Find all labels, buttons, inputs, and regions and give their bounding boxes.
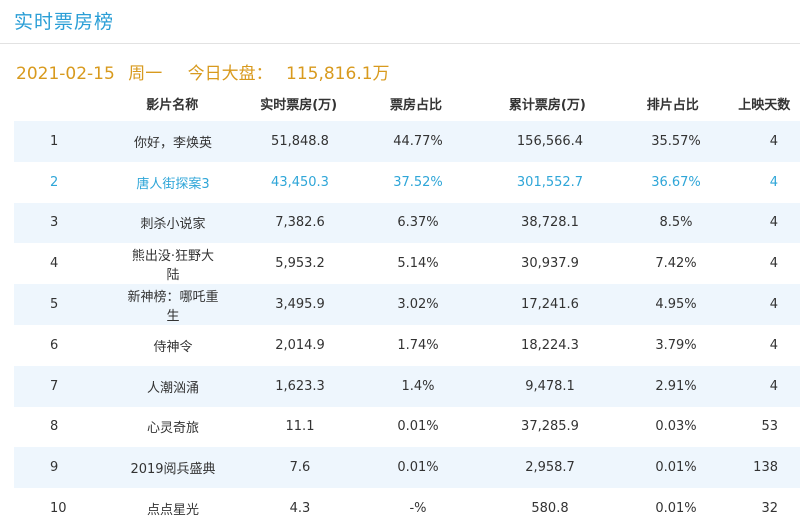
page-title: 实时票房榜 [14,11,115,33]
cell-movie-name[interactable]: 刺杀小说家 [140,217,206,233]
cell-rank: 2 [50,174,59,190]
table-row[interactable]: 6 侍神令 2,014.9 1.74% 18,224.3 3.79% 4 [14,325,800,366]
cell-days: 4 [769,215,778,231]
cell-rank: 6 [50,337,59,353]
cell-movie-name[interactable]: 2019阅兵盛典 [130,462,216,478]
table-row[interactable]: 8 心灵奇旅 11.1 0.01% 37,285.9 0.03% 53 [14,407,800,448]
cell-screening: 2.91% [655,378,697,394]
cell-screening: 3.79% [655,337,697,353]
table-row[interactable]: 10 点点星光 4.3 -% 580.8 0.01% 32 [14,488,800,528]
cell-share: 37.52% [393,174,443,190]
cell-cumulative: 301,552.7 [516,174,584,190]
cell-screening: 7.42% [655,256,697,272]
cell-share: 0.01% [397,419,439,435]
cell-rank: 5 [50,297,59,313]
table-row[interactable]: 1 你好，李焕英 51,848.8 44.77% 156,566.4 35.57… [14,121,800,162]
cell-days: 4 [769,337,778,353]
cell-screening: 0.03% [655,419,697,435]
summary-total-label: 今日大盘： [187,64,273,84]
cell-rank: 1 [50,133,59,149]
cell-screening: 4.95% [655,297,697,313]
cell-cumulative: 30,937.9 [521,256,579,272]
header-cumulative-box-office[interactable]: 累计票房(万) [508,97,586,113]
cell-rank: 7 [50,378,59,394]
cell-movie-name[interactable]: 新神榜：哪吒重生 [127,289,219,324]
cell-realtime: 11.1 [285,419,315,435]
header-realtime-box-office[interactable]: 实时票房(万) [260,97,338,113]
cell-rank: 4 [50,256,59,272]
cell-cumulative: 17,241.6 [521,297,579,313]
cell-cumulative: 38,728.1 [521,215,579,231]
cell-movie-name[interactable]: 唐人街探案3 [136,176,210,192]
cell-share: 44.77% [393,133,443,149]
header-movie-name[interactable]: 影片名称 [146,97,199,113]
cell-days: 4 [769,378,778,394]
summary-date: 2021-02-15 [16,64,115,84]
cell-cumulative: 156,566.4 [516,133,584,149]
header-box-office-share[interactable]: 票房占比 [389,97,442,113]
cell-realtime: 7,382.6 [275,215,325,231]
title-divider [0,43,800,44]
cell-cumulative: 18,224.3 [521,337,579,353]
cell-cumulative: 37,285.9 [521,419,579,435]
cell-days: 53 [761,419,778,435]
header-screening-share[interactable]: 排片占比 [646,97,699,113]
cell-rank: 9 [50,460,59,476]
cell-realtime: 3,495.9 [275,297,325,313]
cell-share: 5.14% [397,256,439,272]
cell-screening: 35.57% [651,133,701,149]
cell-share: 0.01% [397,460,439,476]
cell-rank: 3 [50,215,59,231]
cell-movie-name[interactable]: 侍神令 [153,339,193,355]
cell-cumulative: 2,958.7 [525,460,575,476]
cell-movie-name[interactable]: 点点星光 [146,503,199,519]
cell-screening: 0.01% [655,460,697,476]
cell-cumulative: 580.8 [531,501,569,517]
table-row-highlighted[interactable]: 2 唐人街探案3 43,450.3 37.52% 301,552.7 36.67… [14,162,800,203]
cell-days: 4 [769,297,778,313]
cell-share: 3.02% [397,297,439,313]
cell-share: 6.37% [397,215,439,231]
table-row[interactable]: 9 2019阅兵盛典 7.6 0.01% 2,958.7 0.01% 138 [14,447,800,489]
table-row[interactable]: 5 新神榜：哪吒重生 3,495.9 3.02% 17,241.6 4.95% … [14,284,800,325]
cell-days: 32 [761,501,778,517]
table-row[interactable]: 4 熊出没·狂野大陆 5,953.2 5.14% 30,937.9 7.42% … [14,243,800,284]
summary-total-value: 115,816.1万 [286,64,390,84]
table-row[interactable]: 3 刺杀小说家 7,382.6 6.37% 38,728.1 8.5% 4 [14,202,800,244]
cell-share: 1.4% [401,378,435,394]
cell-days: 4 [769,256,778,272]
cell-rank: 10 [50,501,67,517]
cell-screening: 8.5% [659,215,693,231]
cell-movie-name[interactable]: 熊出没·狂野大陆 [131,248,215,283]
cell-screening: 0.01% [655,501,697,517]
cell-screening: 36.67% [651,174,701,190]
cell-realtime: 1,623.3 [275,378,325,394]
cell-realtime: 2,014.9 [275,337,325,353]
summary-weekday: 周一 [128,64,163,84]
cell-cumulative: 9,478.1 [525,378,575,394]
cell-days: 138 [753,460,778,476]
cell-realtime: 4.3 [289,501,311,517]
cell-days: 4 [769,133,778,149]
cell-share: 1.74% [397,337,439,353]
cell-rank: 8 [50,419,59,435]
cell-days: 4 [769,174,778,190]
cell-realtime: 51,848.8 [271,133,329,149]
cell-realtime: 5,953.2 [275,256,325,272]
cell-movie-name[interactable]: 心灵奇旅 [146,421,199,437]
box-office-table: 影片名称 实时票房(万) 票房占比 累计票房(万) 排片占比 上映天数 1 你好… [14,85,800,528]
cell-movie-name[interactable]: 你好，李焕英 [133,135,212,151]
table-header: 影片名称 实时票房(万) 票房占比 累计票房(万) 排片占比 上映天数 [14,85,800,121]
header-days-showing[interactable]: 上映天数 [738,97,791,113]
cell-movie-name[interactable]: 人潮汹涌 [146,380,199,396]
table-row[interactable]: 7 人潮汹涌 1,623.3 1.4% 9,478.1 2.91% 4 [14,365,800,407]
daily-summary: 2021-02-15 周一 今日大盘： 115,816.1万 [16,59,390,84]
cell-realtime: 7.6 [289,460,311,476]
cell-realtime: 43,450.3 [271,174,329,190]
cell-share: -% [409,501,427,517]
